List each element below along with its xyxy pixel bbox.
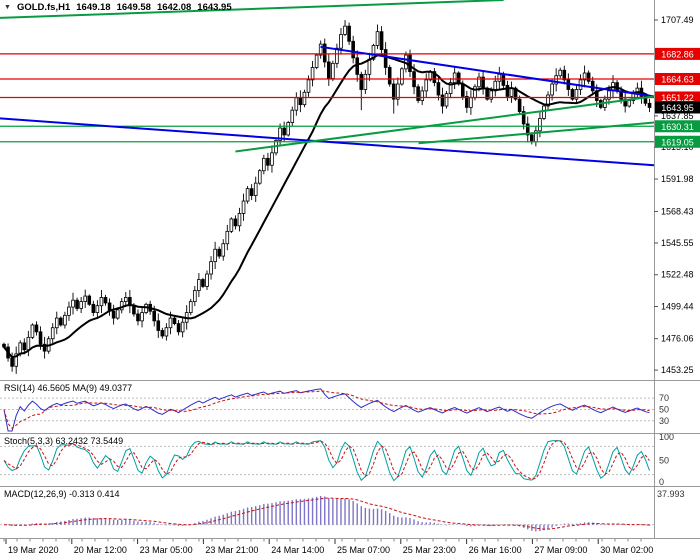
descending-channel-upper[interactable]: [320, 45, 654, 98]
rsi-line: [3, 388, 650, 432]
price-level-label: 1630.31: [661, 122, 694, 132]
price-level-box: [655, 135, 700, 148]
price-level-label: 1682.86: [661, 49, 694, 59]
price-tick-label: 1453.25: [661, 365, 694, 375]
ohlc-high: 1649.58: [116, 2, 151, 13]
stoch-axis-label: 100: [659, 432, 674, 442]
time-axis-label: 25 Mar 07:00: [337, 545, 390, 555]
time-axis-label: 27 Mar 09:00: [534, 545, 587, 555]
rsi-ma-line: [3, 390, 650, 430]
price-level-box: [655, 91, 700, 104]
chart-title: ▼ GOLD.fs,H1 1649.18 1649.58 1642.08 164…: [4, 2, 232, 13]
ohlc-open: 1649.18: [76, 2, 111, 13]
price-level-box: [655, 101, 700, 114]
ma-line[interactable]: [3, 53, 650, 359]
price-tick-label: 1591.98: [661, 174, 694, 184]
time-axis-label: 26 Mar 16:00: [469, 545, 522, 555]
time-axis-label: 24 Mar 14:00: [271, 545, 324, 555]
price-level-label: 1651.22: [661, 93, 694, 103]
macd-label: MACD(12,26,9) -0.313 0.414: [4, 489, 120, 499]
price-tick-label: 1499.44: [661, 301, 694, 311]
price-tick-label: 1476.06: [661, 334, 694, 344]
stoch-axis-label: 0: [659, 477, 664, 487]
descending-channel-lower[interactable]: [0, 117, 654, 167]
ascending-line-top[interactable]: [0, 0, 504, 19]
ascending-support-1[interactable]: [235, 95, 654, 153]
rsi-axis-label: 30: [659, 416, 669, 426]
stoch-label: Stoch(5,3,3) 63.2432 73.5449: [4, 436, 124, 446]
price-tick-label: 1522.48: [661, 270, 694, 280]
price-level-box: [655, 47, 700, 60]
time-axis-label: 23 Mar 21:00: [205, 545, 258, 555]
price-level-box: [655, 73, 700, 86]
price-tick-label: 1545.55: [661, 238, 694, 248]
price-level-label: 1619.05: [661, 137, 694, 147]
rsi-label: RSI(14) 46.5605 MA(9) 49.0377: [4, 383, 133, 393]
macd-histogram: [7, 495, 651, 532]
candles-layer: [2, 20, 652, 374]
stoch-signal-line: [3, 440, 650, 480]
macd-signal-line: [3, 497, 650, 530]
ohlc-low: 1642.08: [156, 2, 192, 13]
macd-axis-label: 37.993: [657, 489, 685, 499]
time-axis-label: 30 Mar 02:00: [600, 545, 653, 555]
time-axis-label: 25 Mar 23:00: [403, 545, 456, 555]
time-axis-label: 20 Mar 12:00: [74, 545, 127, 555]
rsi-axis-label: 50: [659, 404, 669, 414]
price-tick-label: 1637.85: [661, 111, 694, 121]
symbol-menu-icon[interactable]: ▼: [4, 4, 11, 11]
price-tick-label: 1568.43: [661, 206, 694, 216]
ohlc-close: 1643.95: [197, 2, 232, 13]
price-level-box: [655, 120, 700, 133]
time-axis-label: 23 Mar 05:00: [140, 545, 193, 555]
rsi-axis-label: 70: [659, 393, 669, 403]
symbol-label: GOLD.fs,H1: [16, 2, 71, 13]
stoch-main-line: [3, 440, 650, 482]
price-level-label: 1643.95: [661, 103, 694, 113]
price-level-label: 1664.63: [661, 75, 694, 85]
ascending-support-2[interactable]: [418, 121, 654, 145]
time-axis-label: 19 Mar 2020: [8, 545, 59, 555]
price-tick-label: 1707.49: [661, 15, 694, 25]
stoch-axis-label: 50: [659, 456, 669, 466]
